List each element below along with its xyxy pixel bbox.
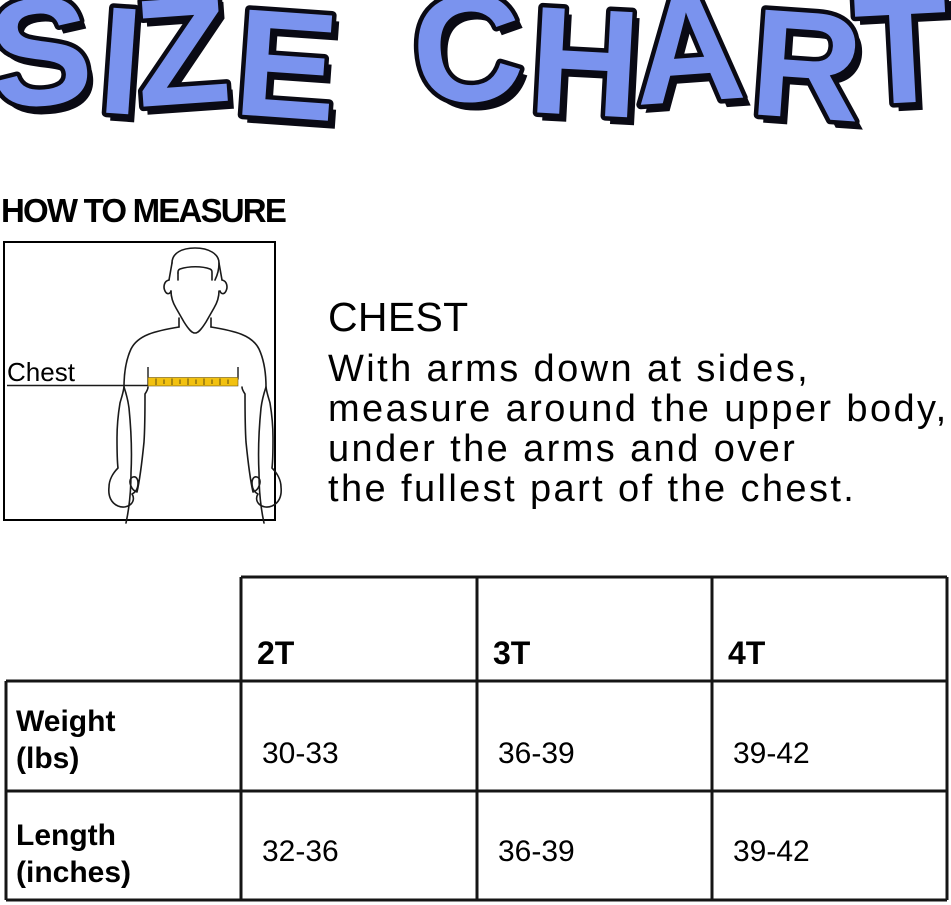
svg-text:39-42: 39-42 — [733, 737, 810, 770]
svg-text:2T: 2T — [257, 635, 295, 671]
svg-text:3T: 3T — [493, 635, 531, 671]
svg-text:(lbs): (lbs) — [16, 742, 79, 775]
svg-text:(inches): (inches) — [16, 856, 131, 889]
svg-text:39-42: 39-42 — [733, 835, 810, 868]
svg-text:30-33: 30-33 — [262, 737, 339, 770]
svg-text:4T: 4T — [728, 635, 766, 671]
svg-text:32-36: 32-36 — [262, 835, 339, 868]
svg-text:36-39: 36-39 — [498, 835, 575, 868]
svg-text:Length: Length — [16, 819, 116, 852]
svg-text:36-39: 36-39 — [498, 737, 575, 770]
svg-text:Weight: Weight — [16, 705, 115, 738]
